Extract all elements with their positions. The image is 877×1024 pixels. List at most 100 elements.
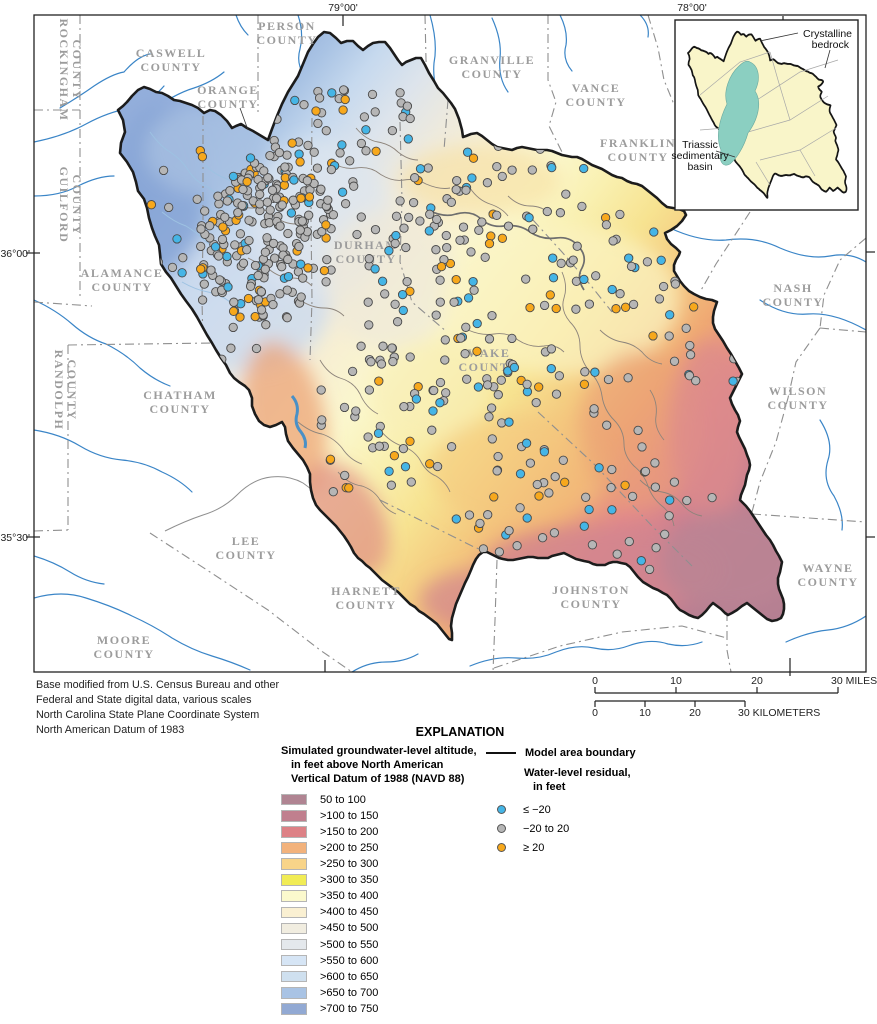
altitude-legend-row: >300 to 350 [281, 872, 477, 888]
well-dot [436, 261, 447, 272]
well-dot [546, 344, 557, 354]
altitude-swatch [281, 954, 307, 967]
well-dot [283, 271, 294, 282]
well-dot [270, 253, 280, 263]
well-dot [222, 196, 233, 206]
well-dot [461, 322, 471, 332]
well-dot [612, 549, 622, 559]
well-dot [328, 210, 339, 220]
well-dot [601, 220, 612, 230]
well-dot [580, 367, 590, 377]
well-dot [480, 252, 490, 262]
well-dot [640, 466, 651, 477]
well-dot [464, 510, 475, 520]
latitude-label-3530: 35°30' [0, 532, 30, 544]
inset-map: Crystalline bedrock Triassic sedimentary… [671, 19, 859, 211]
well-dot [256, 305, 267, 315]
well-dot [294, 241, 304, 252]
well-dot [669, 477, 680, 487]
well-dot [317, 415, 327, 425]
well-dot [214, 251, 224, 261]
well-dot [429, 385, 439, 396]
well-dot [607, 505, 617, 515]
inset-crystalline-label-1: Crystalline [803, 28, 852, 40]
well-dot [590, 367, 600, 377]
well-dot [451, 184, 461, 195]
county-label: GUILFORD COUNTY [57, 167, 84, 244]
altitude-label: >400 to 450 [320, 906, 379, 919]
well-dot [262, 197, 273, 207]
well-dot [259, 166, 269, 176]
svg-text:0: 0 [592, 675, 598, 687]
well-dot [474, 225, 484, 235]
svg-text:ROCKINGHAM: ROCKINGHAM [57, 19, 71, 122]
altitude-swatch [281, 890, 307, 902]
well-dot [378, 341, 388, 351]
well-dot [316, 184, 326, 194]
svg-text:COUNTY: COUNTY [149, 402, 210, 416]
well-dot [441, 388, 451, 398]
well-dot [177, 268, 187, 278]
explanation-title: EXPLANATION [415, 725, 505, 739]
well-dot [503, 221, 514, 231]
well-dot [484, 238, 495, 249]
well-dot [521, 438, 532, 448]
orange-county-leader [239, 107, 249, 131]
well-dot [237, 200, 247, 211]
well-dot [561, 189, 571, 199]
well-dot [650, 458, 660, 468]
well-dot [197, 295, 208, 305]
altitude-swatch [281, 987, 307, 999]
well-dot [255, 189, 265, 200]
well-dot [238, 184, 248, 195]
well-dot [233, 207, 243, 218]
altitude-legend-row: >250 to 300 [281, 856, 477, 872]
well-dot [627, 491, 638, 502]
svg-text:COUNTY: COUNTY [65, 359, 79, 420]
well-dot [197, 152, 208, 162]
well-dot [477, 217, 487, 227]
well-dot [620, 302, 631, 312]
svg-text:HARNETT: HARNETT [331, 584, 401, 598]
well-dot [364, 320, 374, 330]
well-dot [497, 171, 507, 182]
well-dot [615, 209, 625, 220]
well-dot [539, 300, 550, 311]
model-boundary-legend-entry: Model area boundary [486, 747, 636, 759]
svg-text:COUNTY: COUNTY [607, 150, 668, 164]
altitude-label: >250 to 300 [320, 858, 379, 871]
county-label: RANDOLPH COUNTY [52, 350, 79, 431]
well-dot [325, 454, 336, 464]
well-dot [268, 238, 279, 249]
well-dot [387, 125, 398, 136]
well-dot [164, 202, 174, 213]
residual-legend-row: ≥ 20 [497, 838, 636, 857]
well-dot [537, 533, 548, 543]
well-dot [250, 311, 260, 322]
well-dot [256, 287, 266, 297]
longitude-label-78: 78°00' [677, 2, 707, 14]
well-dot [468, 153, 479, 163]
well-dot [319, 265, 330, 276]
well-dot [244, 215, 254, 225]
well-dot [637, 442, 647, 452]
well-dot [200, 206, 210, 216]
well-residual-dots [140, 85, 742, 575]
well-dot [271, 193, 282, 203]
well-dot [489, 492, 499, 502]
well-dot [389, 451, 400, 461]
well-dot [497, 233, 508, 243]
altitude-legend-row: >600 to 650 [281, 969, 477, 985]
well-dot [340, 470, 350, 481]
well-dot [275, 289, 285, 299]
well-dot [558, 455, 568, 465]
well-dot [257, 180, 267, 191]
well-dot [228, 171, 239, 182]
well-dot [689, 302, 699, 312]
residual-dot-symbol [497, 805, 506, 814]
county-label: ROCKINGHAM COUNTY [57, 19, 84, 122]
well-dot [534, 382, 544, 392]
